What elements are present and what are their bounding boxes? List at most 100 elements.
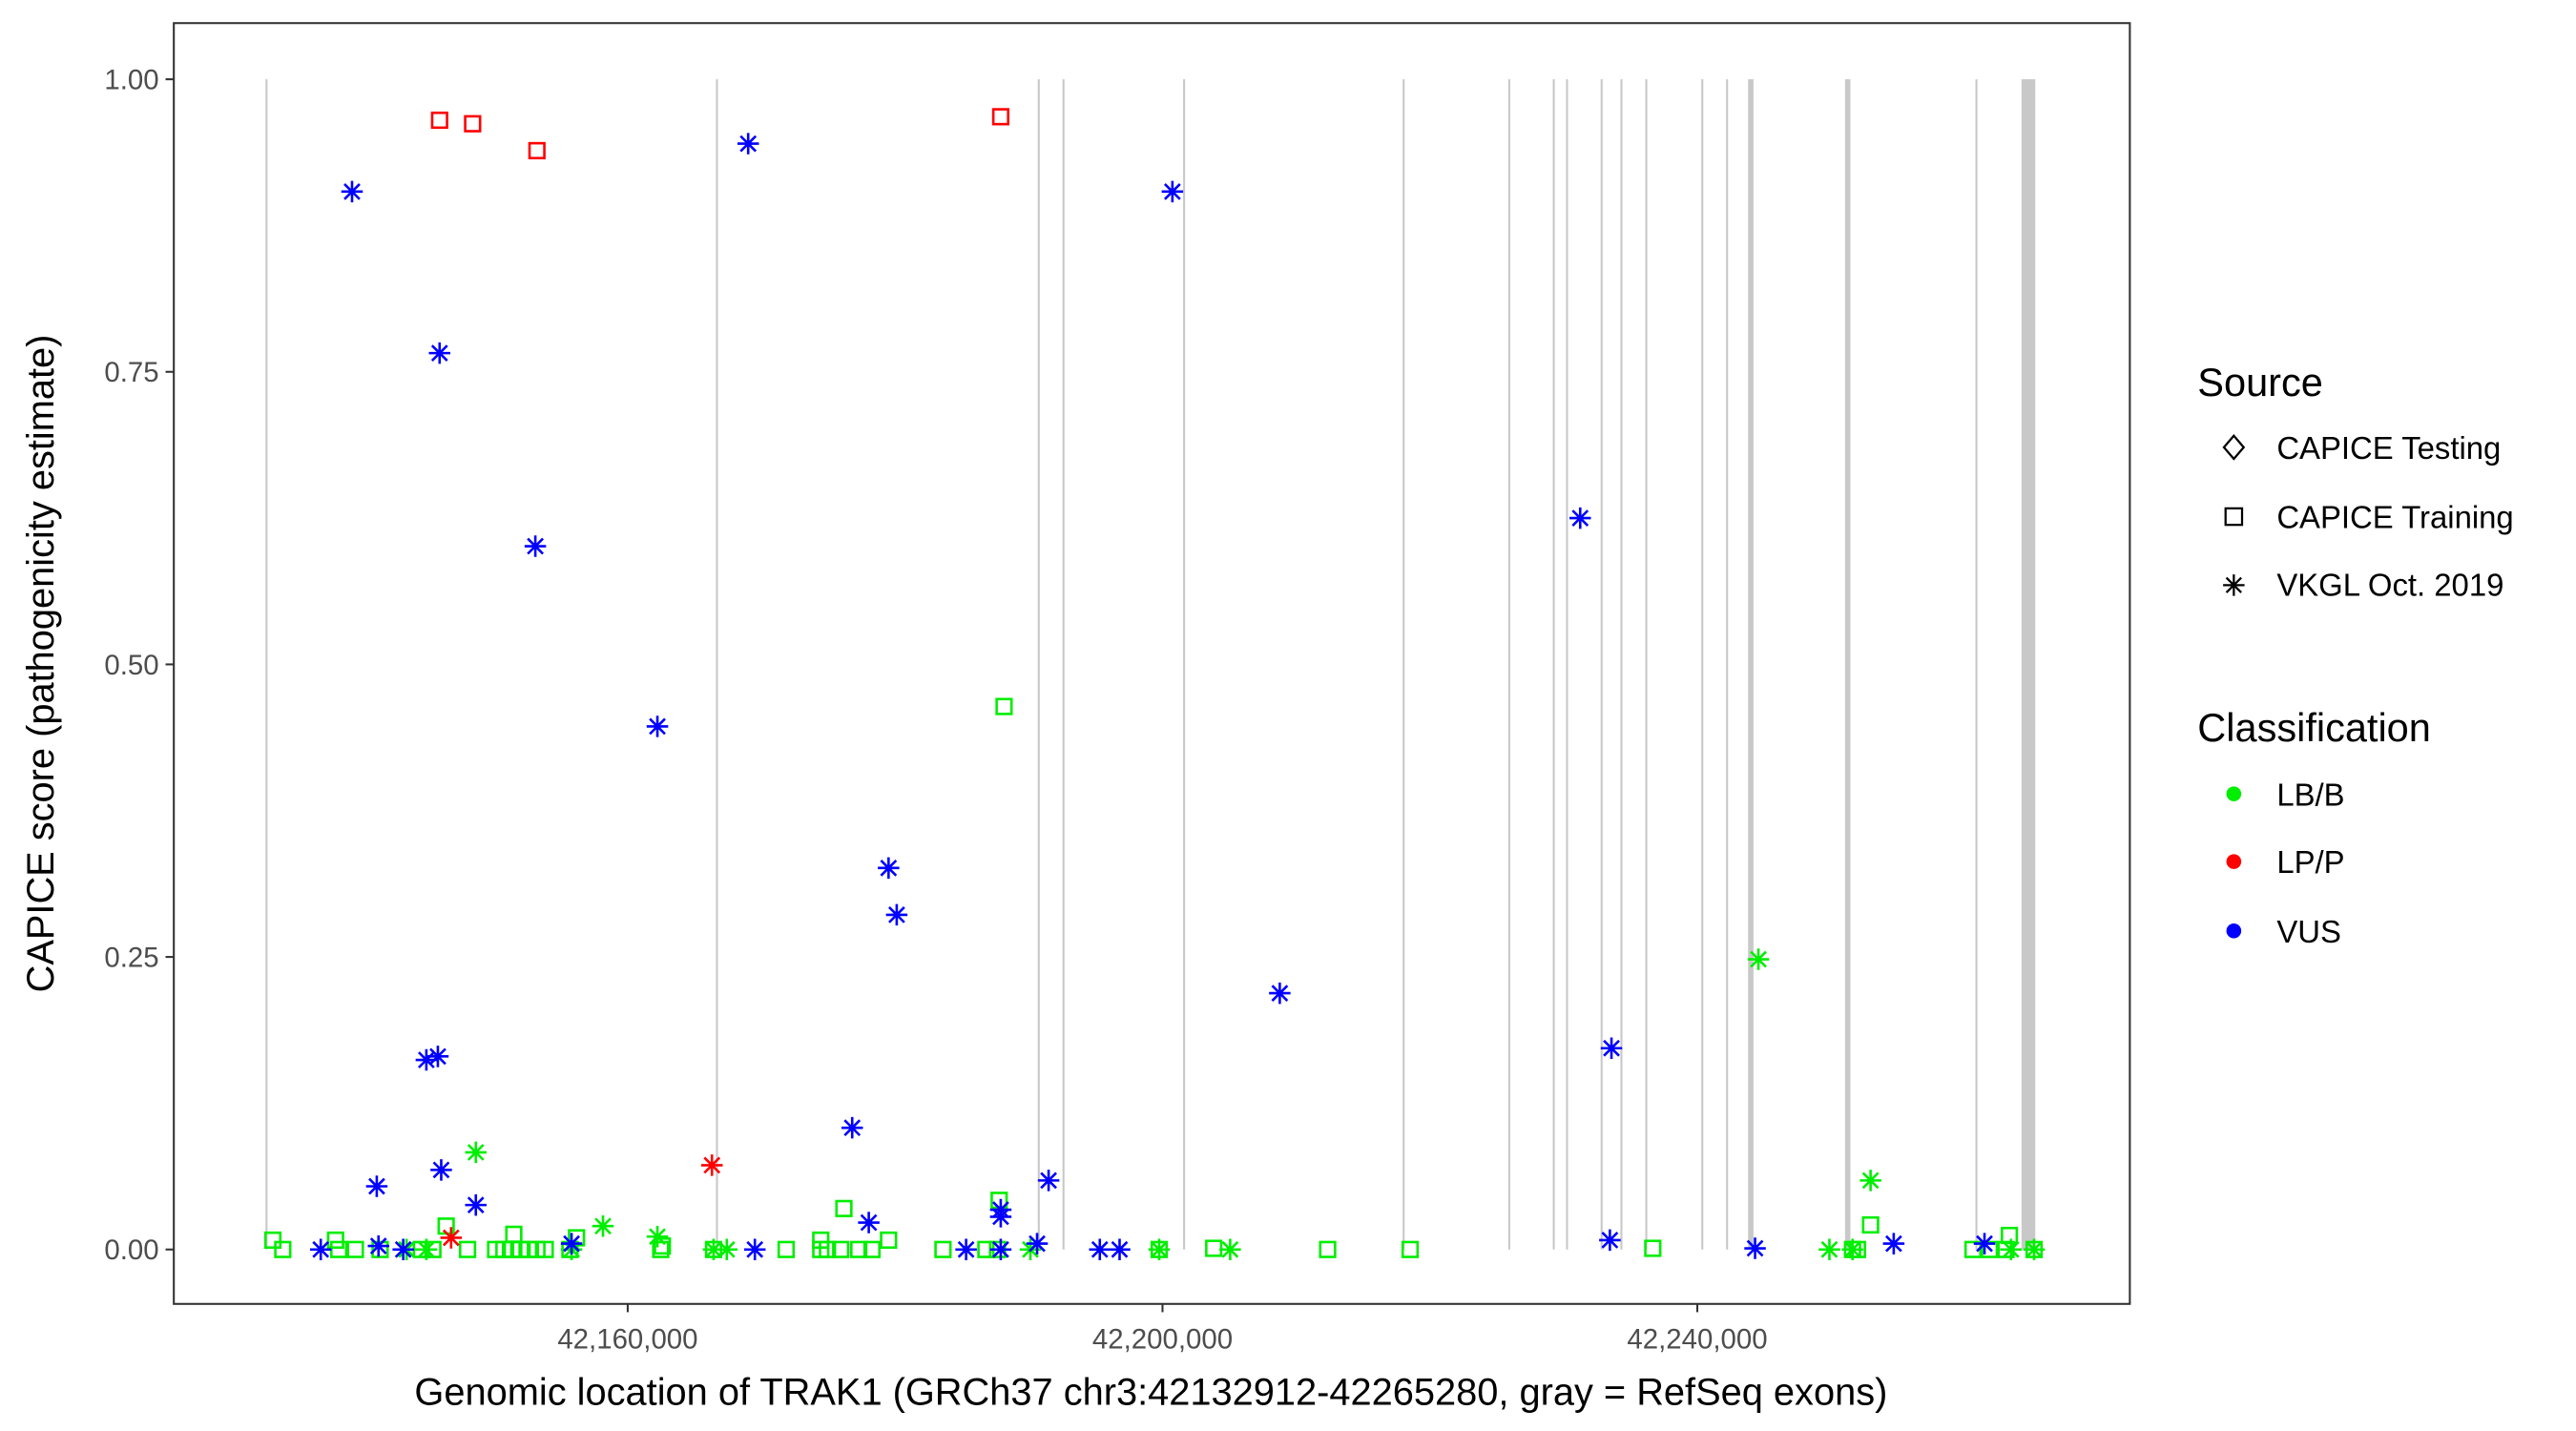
vkgl-point bbox=[858, 1212, 880, 1234]
square-icon bbox=[2224, 507, 2244, 527]
vkgl-point bbox=[1148, 1238, 1171, 1260]
vkgl-point bbox=[1569, 507, 1591, 529]
training-point bbox=[464, 114, 482, 133]
y-tick-label: 1.00 bbox=[104, 64, 158, 95]
lbb-dot-icon bbox=[2226, 786, 2242, 801]
vkgl-point bbox=[430, 1159, 452, 1181]
exon-band bbox=[1402, 79, 1405, 1250]
exon-band bbox=[1701, 79, 1704, 1250]
y-tick-label: 0.50 bbox=[104, 650, 158, 681]
training-point bbox=[1861, 1215, 1880, 1234]
training-point bbox=[430, 111, 448, 130]
panel-border bbox=[173, 22, 2131, 1305]
vkgl-point bbox=[309, 1238, 332, 1260]
training-point bbox=[2001, 1226, 2019, 1245]
y-tick-label: 0.00 bbox=[104, 1234, 158, 1266]
vkgl-point bbox=[1841, 1238, 1863, 1260]
vkgl-point bbox=[743, 1238, 766, 1260]
vkgl-point bbox=[524, 535, 547, 557]
legend-item-vus: VUS bbox=[2276, 914, 2341, 949]
x-tick-label: 42,200,000 bbox=[1092, 1323, 1233, 1355]
y-tick-label: 0.25 bbox=[104, 942, 158, 973]
legend-item-capice-training: CAPICE Training bbox=[2276, 500, 2513, 535]
vkgl-point bbox=[365, 1175, 388, 1197]
exon-band bbox=[265, 79, 268, 1250]
vkgl-point bbox=[989, 1238, 1012, 1260]
axes: 0.00 0.25 0.50 0.75 1.00 42,160,000 42,200,000… bbox=[104, 64, 1767, 1355]
exon-band bbox=[1600, 79, 1603, 1250]
training-point bbox=[371, 1240, 389, 1258]
vkgl-point bbox=[341, 180, 364, 203]
training-point bbox=[528, 141, 546, 160]
exon-band bbox=[1975, 79, 1978, 1250]
training-point bbox=[652, 1240, 670, 1258]
training-point bbox=[819, 1240, 837, 1258]
vkgl-point bbox=[1219, 1238, 1241, 1260]
legend-item-lpp: LP/P bbox=[2276, 844, 2344, 880]
training-point bbox=[263, 1231, 282, 1250]
vus-dot-icon bbox=[2226, 923, 2242, 939]
vkgl-point bbox=[415, 1238, 438, 1260]
training-point bbox=[274, 1240, 292, 1258]
exon-band bbox=[1726, 79, 1729, 1250]
vkgl-point bbox=[646, 716, 669, 737]
legend-item-capice-testing: CAPICE Testing bbox=[2276, 430, 2501, 466]
training-point bbox=[1963, 1240, 1983, 1258]
exon-bands bbox=[265, 79, 2036, 1250]
vkgl-point bbox=[2000, 1238, 2023, 1260]
vkgl-point bbox=[1161, 180, 1184, 203]
data-points bbox=[263, 108, 2046, 1260]
vkgl-point bbox=[1269, 982, 1291, 1005]
x-axis-label: Genomic location of TRAK1 (GRCh37 chr3:4… bbox=[414, 1371, 1887, 1413]
training-point bbox=[832, 1240, 850, 1258]
training-point bbox=[1205, 1239, 1223, 1257]
vkgl-point bbox=[465, 1193, 487, 1216]
x-tick-label: 42,240,000 bbox=[1627, 1323, 1767, 1355]
training-point bbox=[1319, 1240, 1337, 1258]
vkgl-point bbox=[415, 1048, 438, 1071]
vkgl-point bbox=[841, 1116, 863, 1139]
x-tick-label: 42,160,000 bbox=[557, 1323, 697, 1355]
vkgl-point bbox=[592, 1214, 614, 1237]
vkgl-point bbox=[1599, 1229, 1621, 1252]
training-point bbox=[1644, 1239, 1662, 1257]
vkgl-point bbox=[737, 133, 759, 155]
lpp-dot-icon bbox=[2226, 854, 2242, 869]
exon-band bbox=[716, 79, 718, 1250]
training-point bbox=[505, 1225, 523, 1243]
training-point bbox=[850, 1240, 868, 1258]
vkgl-point bbox=[367, 1234, 389, 1257]
vkgl-point bbox=[1818, 1238, 1840, 1260]
training-point bbox=[777, 1240, 796, 1258]
exon-band bbox=[1552, 79, 1555, 1250]
asterisk-icon bbox=[2223, 574, 2245, 596]
vkgl-point bbox=[878, 857, 900, 880]
training-point bbox=[934, 1240, 952, 1258]
training-point bbox=[654, 1236, 672, 1255]
vkgl-point bbox=[702, 1238, 725, 1260]
exon-band bbox=[1566, 79, 1568, 1250]
training-point bbox=[536, 1240, 554, 1258]
vkgl-point bbox=[426, 1046, 449, 1068]
vkgl-point bbox=[2023, 1238, 2046, 1260]
vkgl-point bbox=[989, 1206, 1012, 1228]
vkgl-point bbox=[1600, 1037, 1623, 1060]
training-point bbox=[1401, 1240, 1420, 1258]
exon-band bbox=[2021, 79, 2036, 1250]
diamond-icon bbox=[2222, 434, 2246, 461]
vkgl-point bbox=[560, 1233, 583, 1255]
vkgl-point bbox=[1882, 1233, 1905, 1255]
vkgl-point bbox=[428, 342, 451, 364]
vkgl-point bbox=[1037, 1170, 1060, 1192]
training-point bbox=[326, 1231, 344, 1250]
vkgl-point bbox=[1026, 1233, 1049, 1255]
vkgl-point bbox=[1973, 1233, 1996, 1255]
legend: Source CAPICE Testing CAPICE Training VK… bbox=[2197, 360, 2513, 949]
vkgl-point bbox=[392, 1238, 414, 1260]
exon-band bbox=[1844, 79, 1851, 1250]
vkgl-point bbox=[1859, 1170, 1881, 1192]
training-point bbox=[1981, 1240, 1999, 1258]
training-point bbox=[991, 108, 1009, 126]
legend-title-classification: Classification bbox=[2197, 705, 2431, 750]
